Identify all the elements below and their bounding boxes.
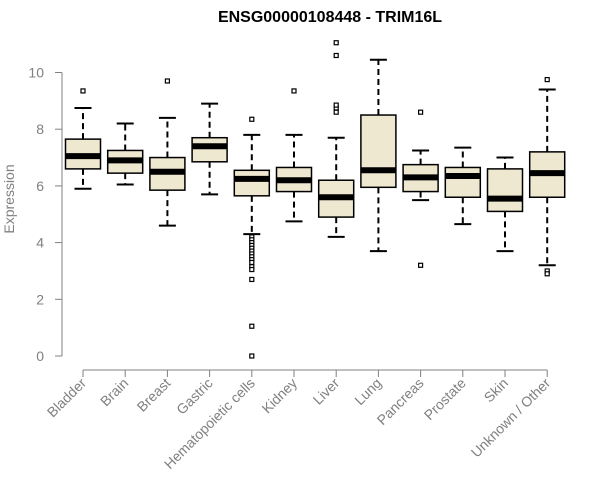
box-breast [149,78,186,227]
boxes [64,40,566,359]
outlier-point [544,76,550,83]
outlier-point [249,266,255,273]
x-tick-label-bladder: Bladder [44,375,90,421]
y-tick-label: 2 [36,291,44,307]
outlier-point [249,116,255,122]
box-prostate [444,146,482,226]
outlier-point [164,78,170,84]
box-kidney [275,88,313,223]
outlier-point [544,271,550,277]
y-axis-label: Expression [1,164,17,233]
outlier-point [333,52,339,59]
box-iqr [191,136,228,163]
box-iqr [233,169,271,197]
box-lung [360,58,397,253]
box-iqr [486,168,524,213]
x-tick-label-unknown-other: Unknown / Other [468,375,554,461]
chart-title: ENSG00000108448 - TRIM16L [218,9,442,26]
box-bladder [64,88,102,190]
outlier-point [333,109,339,115]
x-tick-label-pancreas: Pancreas [374,375,427,428]
y-axis: 0 2 4 6 8 10 [28,65,63,364]
y-tick-label: 0 [36,348,44,364]
box-brain [106,122,144,186]
box-unknown-other [528,76,566,277]
outlier-point [418,109,424,115]
x-tick-label-brain: Brain [97,375,131,409]
box-iqr [444,166,482,198]
box-hematopoietic-cells [233,116,271,359]
x-tick-label-kidney: Kidney [259,375,301,417]
outlier-point [249,276,255,283]
outlier-point [333,40,339,46]
y-tick-label: 6 [36,178,44,194]
x-tick-label-liver: Liver [310,375,343,408]
outlier-point [291,88,297,94]
box-iqr [360,114,397,189]
y-tick-label: 10 [28,65,44,81]
x-tick-label-breast: Breast [134,375,174,415]
box-liver [317,40,355,238]
outlier-point [418,262,424,268]
x-tick-label-prostate: Prostate [421,375,469,423]
box-skin [486,156,524,253]
x-tick-label-lung: Lung [351,375,384,408]
x-tick-label-skin: Skin [481,375,512,406]
outlier-point [249,353,255,359]
outlier-point [333,102,339,108]
outlier-point [249,259,255,266]
outlier-point [80,88,86,94]
outlier-point [249,323,255,329]
box-gastric [191,102,228,196]
box-pancreas [402,109,439,268]
y-tick-label: 8 [36,121,44,137]
y-tick-label: 4 [36,235,44,251]
